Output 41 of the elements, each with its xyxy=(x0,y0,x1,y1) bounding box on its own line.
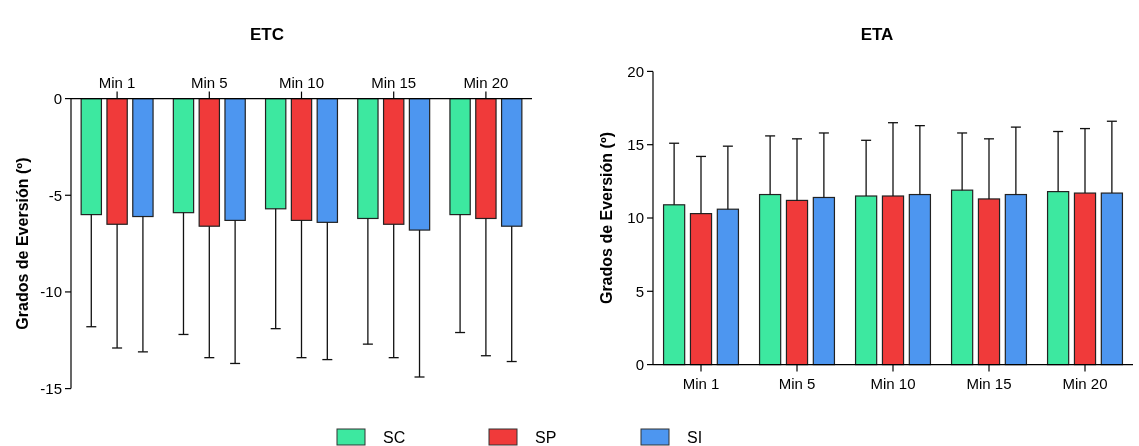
bar xyxy=(1100,192,1124,366)
x-tick-label: Min 20 xyxy=(463,73,509,91)
legend-label: SP xyxy=(535,428,557,446)
y-tick-label: -15 xyxy=(40,379,62,397)
x-tick-label: Min 10 xyxy=(278,73,325,91)
y-tick-label: -10 xyxy=(40,283,62,301)
x-tick-label: Min 1 xyxy=(682,374,720,392)
bar xyxy=(662,204,686,366)
bar xyxy=(977,198,1001,366)
x-tick-label: Min 15 xyxy=(371,73,417,91)
x-tick-label: Min 5 xyxy=(190,73,228,91)
x-tick-label: Min 5 xyxy=(778,374,816,392)
bar xyxy=(881,195,905,366)
legend-label: SC xyxy=(383,428,406,446)
chart-title: ETC xyxy=(250,25,284,44)
y-tick-label: 5 xyxy=(635,282,644,300)
x-tick-label: Min 10 xyxy=(870,374,916,392)
bar xyxy=(1004,193,1028,366)
y-tick-label: -5 xyxy=(48,186,62,204)
bar xyxy=(812,196,836,366)
bar xyxy=(854,195,878,366)
y-tick-label: 10 xyxy=(627,209,644,227)
bar xyxy=(758,193,782,366)
y-axis-title: Grados de Eversión (º) xyxy=(598,131,615,305)
y-axis-title: Grados de Eversión (º) xyxy=(14,157,31,330)
x-tick-label: Min 15 xyxy=(966,374,1012,392)
bar xyxy=(908,193,932,366)
x-tick-label: Min 1 xyxy=(98,73,136,91)
y-tick-label: 15 xyxy=(627,135,644,153)
bar xyxy=(1073,192,1097,366)
y-tick-label: 0 xyxy=(635,355,644,373)
legend-label: SI xyxy=(687,428,703,446)
chart-title: ETA xyxy=(860,25,894,44)
bar xyxy=(716,208,740,366)
x-tick-label: Min 20 xyxy=(1062,374,1108,392)
bar xyxy=(950,189,974,366)
y-tick-label: 20 xyxy=(627,62,644,80)
bar xyxy=(1046,191,1070,366)
bar xyxy=(689,213,713,366)
y-tick-label: 0 xyxy=(53,89,62,107)
bar xyxy=(785,199,809,366)
